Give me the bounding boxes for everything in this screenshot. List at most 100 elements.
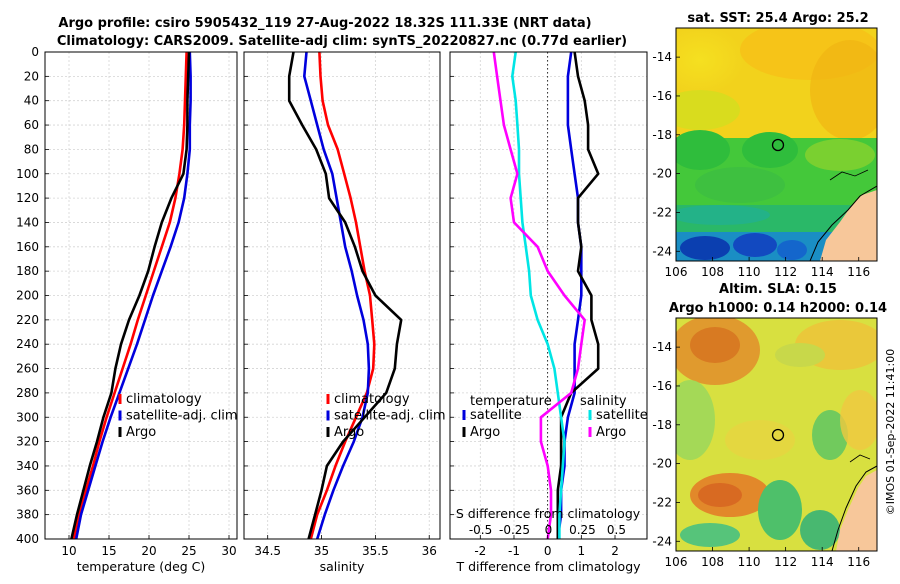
sla-map-frame bbox=[675, 317, 878, 552]
map-y-tick-label: -24 bbox=[652, 244, 672, 258]
x-tick-label: 15 bbox=[101, 544, 116, 558]
x-tick-label: 2 bbox=[611, 544, 619, 558]
x-tick-label: 34.5 bbox=[254, 544, 281, 558]
difference-profile-panel: -2 -1 0 1 2T difference from climatology temp… bbox=[449, 51, 648, 574]
imos-credit: ©IMOS 01-Sep-2022 11:41:00 bbox=[884, 349, 897, 515]
legend-label: satellite-adj. clim bbox=[334, 409, 446, 424]
figure-title-line1: Argo profile: csiro 5905432_119 27-Aug-2… bbox=[58, 16, 591, 31]
map-x-tick-label: 116 bbox=[847, 265, 870, 279]
legend-label: satellite-adj. clim bbox=[126, 409, 238, 424]
x-tick-label: 35 bbox=[314, 544, 329, 558]
temperature-profile-panel: 0 20 40 60 80 100 120 140 160 180 200 220 240 260 280 3… bbox=[16, 45, 238, 574]
sla-map-axes: 106 108 110 112 114 116 -14 -16 -18 -20 -22 -24 bbox=[652, 340, 870, 569]
secondary-x-tick-label: 0 bbox=[545, 523, 553, 537]
map-y-tick-label: -16 bbox=[652, 379, 672, 393]
secondary-x-tick-label: 0.5 bbox=[607, 523, 626, 537]
y-tick-label: 160 bbox=[16, 240, 39, 254]
map-y-tick-label: -16 bbox=[652, 89, 672, 103]
map-x-tick-label: 110 bbox=[738, 555, 761, 569]
y-tick-label: 100 bbox=[16, 167, 39, 181]
y-tick-label: 280 bbox=[16, 386, 39, 400]
sla-argo-position-marker bbox=[771, 428, 785, 442]
map-y-tick-label: -18 bbox=[652, 418, 672, 432]
legend-label: climatology bbox=[334, 392, 410, 407]
secondary-x-tick-label: -0.5 bbox=[469, 523, 492, 537]
x-tick-label: 25 bbox=[181, 544, 196, 558]
y-tick-label: 320 bbox=[16, 435, 39, 449]
series-line-argo-salinity- bbox=[492, 51, 587, 540]
y-tick-label: 380 bbox=[16, 508, 39, 522]
y-tick-label: 220 bbox=[16, 313, 39, 327]
y-tick-label: 200 bbox=[16, 289, 39, 303]
series-line-satellite-adj-clim bbox=[302, 51, 371, 540]
map-y-tick-label: -20 bbox=[652, 167, 672, 181]
map-x-tick-label: 106 bbox=[665, 555, 688, 569]
y-tick-label: 140 bbox=[16, 215, 39, 229]
y-tick-label: 240 bbox=[16, 337, 39, 351]
series-line-satellite-adj-clim bbox=[74, 51, 192, 540]
sst-map-title: sat. SST: 25.4 Argo: 25.2 bbox=[687, 11, 868, 26]
sst-map-frame bbox=[675, 27, 878, 262]
legend-label: Argo bbox=[470, 425, 500, 440]
x-axis-label: salinity bbox=[320, 559, 365, 574]
y-tick-label: 180 bbox=[16, 264, 39, 278]
x-tick-label: 30 bbox=[221, 544, 236, 558]
map-x-tick-label: 108 bbox=[701, 265, 724, 279]
legend-label: satellite bbox=[596, 408, 648, 423]
legend-label: Argo bbox=[334, 425, 364, 440]
x-tick-label: 36 bbox=[422, 544, 437, 558]
figure-title-line2: Climatology: CARS2009. Satellite-adj cli… bbox=[57, 34, 627, 49]
map-x-tick-label: 110 bbox=[738, 265, 761, 279]
y-tick-label: 20 bbox=[24, 69, 39, 83]
sst-map-axes: 106 108 110 112 114 116 -14 -16 -18 -20 -22 -24 bbox=[652, 50, 870, 279]
map-y-tick-label: -18 bbox=[652, 128, 672, 142]
map-x-tick-label: 112 bbox=[774, 555, 797, 569]
secondary-x-tick-label: 0.25 bbox=[569, 523, 596, 537]
y-tick-label: 300 bbox=[16, 410, 39, 424]
y-tick-label: 60 bbox=[24, 118, 39, 132]
map-x-tick-label: 116 bbox=[847, 555, 870, 569]
map-x-tick-label: 114 bbox=[811, 265, 834, 279]
series-line-climatology bbox=[72, 51, 188, 540]
map-y-tick-label: -20 bbox=[652, 457, 672, 471]
map-y-tick-label: -24 bbox=[652, 534, 672, 548]
x-tick-label: -1 bbox=[508, 544, 520, 558]
legend-label: Argo bbox=[596, 425, 626, 440]
map-x-tick-label: 106 bbox=[665, 265, 688, 279]
y-tick-label: 340 bbox=[16, 459, 39, 473]
y-tick-label: 120 bbox=[16, 191, 39, 205]
map-y-tick-label: -14 bbox=[652, 340, 672, 354]
sst-argo-position-marker bbox=[771, 138, 785, 152]
map-y-tick-label: -22 bbox=[652, 205, 672, 219]
sst-heatmap bbox=[676, 28, 877, 261]
y-tick-label: 80 bbox=[24, 142, 39, 156]
x-tick-label: 1 bbox=[578, 544, 586, 558]
x-tick-label: 35.5 bbox=[362, 544, 389, 558]
y-tick-label: 260 bbox=[16, 362, 39, 376]
legend-title-temperature: temperature bbox=[470, 394, 552, 409]
sla-map-title-line1: Altim. SLA: 0.15 bbox=[719, 282, 837, 297]
series-line-argo bbox=[70, 51, 191, 540]
y-tick-label: 40 bbox=[24, 94, 39, 108]
x-tick-label: 0 bbox=[544, 544, 552, 558]
legend-label: climatology bbox=[126, 392, 202, 407]
secondary-x-tick-label: -0.25 bbox=[499, 523, 530, 537]
y-tick-label: 0 bbox=[31, 45, 39, 59]
series-line-satellite-salinity- bbox=[510, 51, 566, 539]
map-x-tick-label: 114 bbox=[811, 555, 834, 569]
x-axis-label: T difference from climatology bbox=[455, 559, 641, 574]
series-line-climatology bbox=[309, 51, 376, 540]
sst-map-panel: sat. SST: 25.4 Argo: 25.2 106 108 110 112 11… bbox=[652, 11, 878, 279]
legend-title-salinity: salinity bbox=[580, 394, 627, 409]
map-x-tick-label: 112 bbox=[774, 265, 797, 279]
series-line-argo-temperature- bbox=[556, 51, 600, 539]
x-axis-label: temperature (deg C) bbox=[77, 559, 206, 574]
map-y-tick-label: -14 bbox=[652, 50, 672, 64]
y-tick-label: 400 bbox=[16, 532, 39, 546]
sla-heatmap bbox=[676, 318, 877, 551]
map-x-tick-label: 108 bbox=[701, 555, 724, 569]
x-tick-label: 20 bbox=[141, 544, 156, 558]
series-line-argo bbox=[287, 51, 403, 540]
